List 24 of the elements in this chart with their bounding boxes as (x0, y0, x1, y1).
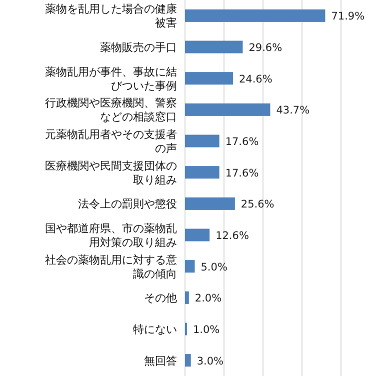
y-tick-label: 特にない (133, 323, 177, 336)
y-tick-label: 国や都道府県、市の薬物乱用対策の取り組み (45, 222, 177, 249)
data-label: 43.7% (276, 104, 310, 117)
data-label: 1.0% (192, 324, 220, 336)
y-tick-label: 無回答 (144, 354, 177, 368)
data-label: 3.0% (196, 355, 224, 368)
y-tick-label: 行政機関や医療機関、警察などの相談窓口 (45, 96, 177, 124)
y-tick-label: 法令上の罰則や懲役 (78, 198, 177, 211)
y-tick-label: 薬物販売の手口 (100, 41, 177, 54)
y-tick-label: 薬物乱用が事件、事故に結びついた事例 (45, 65, 177, 92)
data-label: 12.6% (216, 230, 249, 242)
data-label: 25.6% (240, 198, 274, 211)
y-tick-label: 医療機関や民間支援団体の取り組み (45, 159, 177, 186)
data-label: 24.6% (238, 73, 272, 86)
data-label: 29.6% (248, 42, 282, 54)
y-tick-label: 元薬物乱用者やその支援者の声 (45, 128, 177, 155)
data-label: 2.0% (194, 292, 222, 305)
y-tick-label: 薬物を乱用した場合の健康被害 (45, 2, 177, 30)
data-label: 17.6% (225, 167, 259, 180)
data-label: 5.0% (200, 261, 228, 274)
data-label: 71.9% (331, 10, 365, 23)
y-tick-label: 社会の薬物乱用に対する意識の傾向 (45, 253, 177, 280)
data-label: 17.6% (225, 136, 259, 148)
y-tick-label: その他 (144, 292, 177, 305)
